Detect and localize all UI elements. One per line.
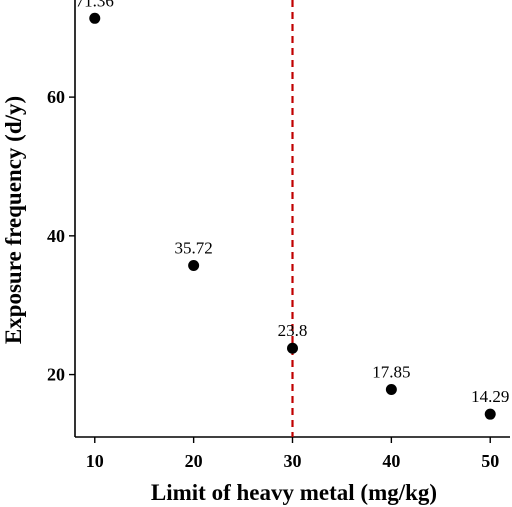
data-point <box>287 342 298 354</box>
data-label: 17.85 <box>372 362 410 381</box>
x-tick-label: 50 <box>481 451 499 471</box>
data-point <box>385 383 397 395</box>
data-label: 14.29 <box>471 387 509 406</box>
x-tick-label: 10 <box>86 451 104 471</box>
data-point <box>484 408 496 420</box>
data-points: 71.36 35.72 23.8 17.85 14.29 <box>76 0 509 420</box>
data-point <box>89 12 101 24</box>
y-axis-title: Exposure frequency (d/y) <box>1 96 26 344</box>
x-tick-label: 30 <box>284 451 302 471</box>
axes: 10 20 30 40 50 20 40 60 <box>47 0 510 471</box>
data-point <box>188 260 200 272</box>
y-tick-label: 40 <box>47 226 65 246</box>
x-tick-label: 40 <box>382 451 400 471</box>
y-tick-label: 60 <box>47 87 65 107</box>
data-label: 23.8 <box>278 321 308 340</box>
data-label: 71.36 <box>76 0 114 10</box>
data-label: 35.72 <box>175 239 213 258</box>
x-axis-title: Limit of heavy metal (mg/kg) <box>151 480 437 505</box>
y-tick-label: 20 <box>47 365 65 385</box>
x-tick-label: 20 <box>185 451 203 471</box>
